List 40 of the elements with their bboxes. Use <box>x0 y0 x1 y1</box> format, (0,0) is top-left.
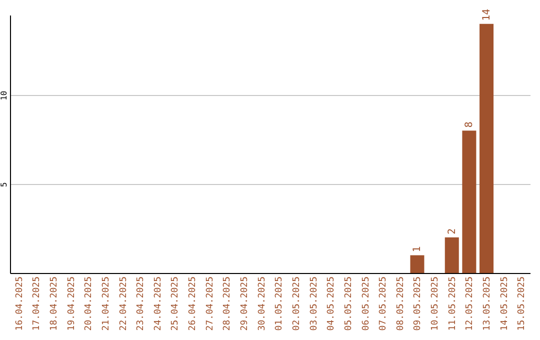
x-tick-label: 06.05.2025 <box>361 276 372 331</box>
x-tick-label: 10.05.2025 <box>430 276 441 331</box>
x-tick-label: 13.05.2025 <box>482 276 493 331</box>
x-tick-label: 05.05.2025 <box>344 276 354 331</box>
x-tick-label: 30.04.2025 <box>257 276 268 331</box>
bar <box>462 130 476 273</box>
data-label: 2 <box>446 228 458 234</box>
x-tick-label: 18.04.2025 <box>49 276 60 331</box>
data-label: 1 <box>412 246 424 252</box>
x-tick-label: 20.04.2025 <box>84 276 94 331</box>
x-tick-label: 07.05.2025 <box>378 276 389 331</box>
x-tick-label: 19.04.2025 <box>66 276 77 331</box>
x-tick-label: 21.04.2025 <box>101 276 112 331</box>
x-tick-label: 09.05.2025 <box>413 276 424 331</box>
x-tick-label: 04.05.2025 <box>326 276 337 331</box>
y-tick-label: 5 <box>0 182 8 187</box>
x-tick-label: 24.04.2025 <box>153 276 164 331</box>
x-tick-label: 15.05.2025 <box>517 276 528 331</box>
x-tick-label: 29.04.2025 <box>240 276 250 331</box>
x-tick-label: 27.04.2025 <box>205 276 216 331</box>
x-tick-label: 08.05.2025 <box>396 276 406 331</box>
x-tick-label: 12.05.2025 <box>465 276 476 331</box>
x-tick-label: 02.05.2025 <box>292 276 302 331</box>
x-tick-label: 14.05.2025 <box>500 276 510 331</box>
x-tick-label: 23.04.2025 <box>136 276 146 331</box>
bar <box>410 255 424 273</box>
x-tick-label: 01.05.2025 <box>274 276 285 331</box>
data-label: 8 <box>464 122 476 128</box>
bar <box>480 24 494 273</box>
x-tick-label: 17.04.2025 <box>32 276 42 331</box>
x-tick-label: 28.04.2025 <box>222 276 233 331</box>
x-tick-label: 25.04.2025 <box>170 276 181 331</box>
x-tick-label: 22.04.2025 <box>118 276 129 331</box>
data-label: 14 <box>482 8 493 21</box>
x-tick-label: 11.05.2025 <box>448 276 458 331</box>
x-tick-label: 26.04.2025 <box>188 276 198 331</box>
x-tick-label: 16.04.2025 <box>14 276 25 331</box>
x-tick-label: 03.05.2025 <box>309 276 320 331</box>
y-tick-label: 10 <box>0 90 8 100</box>
bar <box>444 237 459 273</box>
